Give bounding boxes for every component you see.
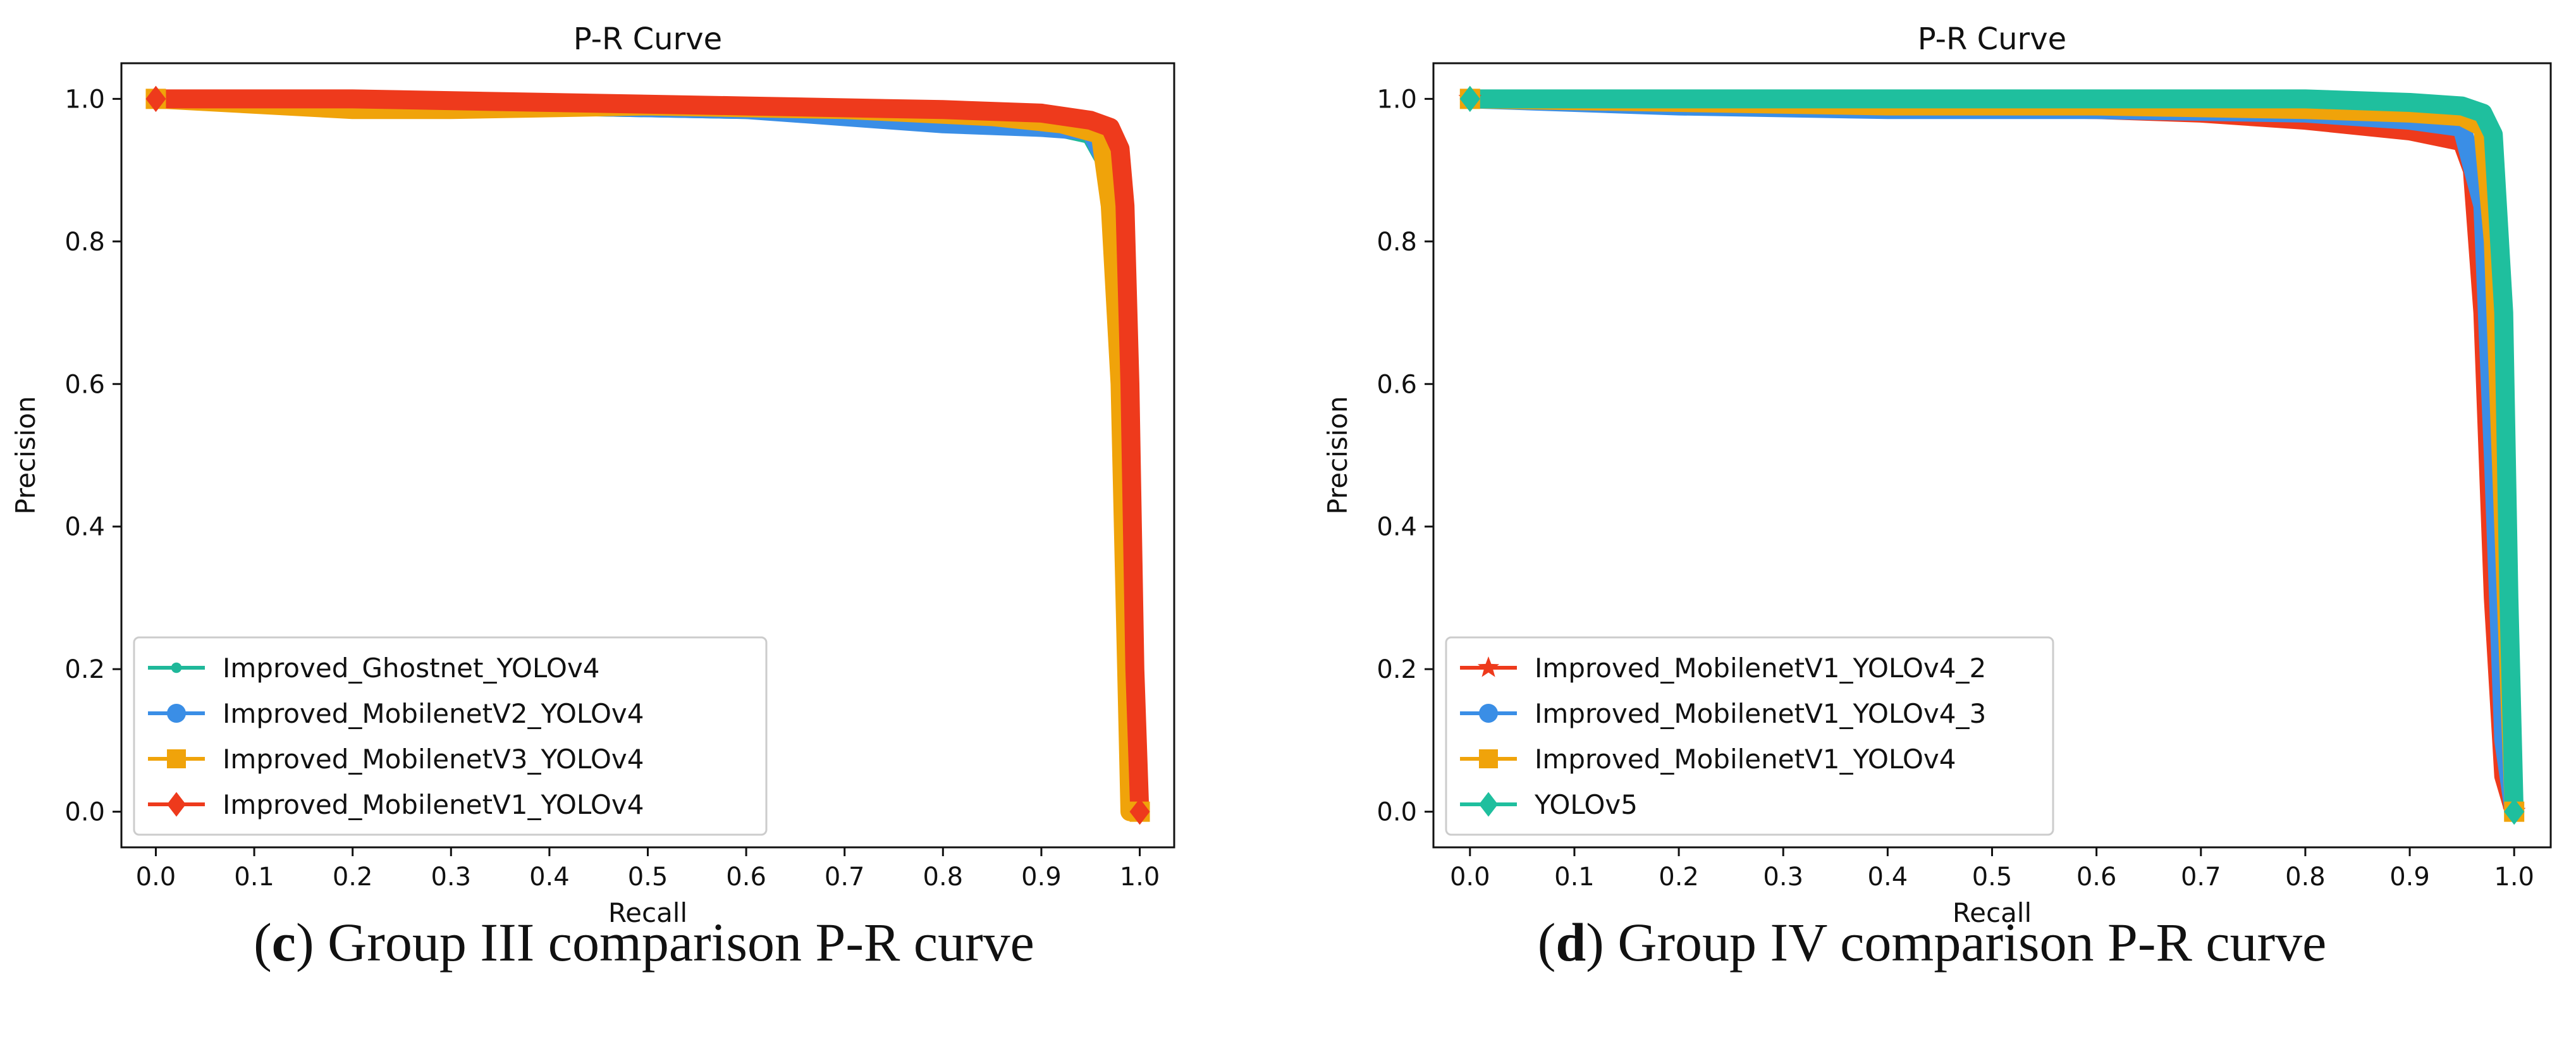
- y-tick-label: 1.0: [64, 85, 105, 114]
- y-tick-label: 0.6: [64, 370, 105, 399]
- x-axis-label: Recall: [608, 897, 687, 928]
- legend: Improved_Ghostnet_YOLOv4 Improved_Mobilen…: [133, 636, 768, 836]
- y-tick-label: 0.8: [64, 228, 105, 257]
- legend-label: Improved_Ghostnet_YOLOv4: [223, 653, 599, 684]
- x-tick-label: 0.5: [1972, 863, 2013, 892]
- caption-d: (d) Group IV comparison P-R curve: [1537, 912, 2327, 973]
- x-tick-label: 0.5: [628, 863, 668, 892]
- y-tick-label: 0.4: [1377, 513, 1417, 542]
- x-tick-label: 0.4: [1868, 863, 1908, 892]
- x-tick-label: 1.0: [1120, 863, 1160, 892]
- legend-item: Improved_MobilenetV1_YOLOv4_2: [1460, 653, 1986, 684]
- legend: Improved_MobilenetV1_YOLOv4_2 Improved_Mo…: [1445, 636, 2054, 836]
- x-tick-label: 0.8: [2285, 863, 2326, 892]
- legend-marker: [1479, 749, 1498, 768]
- legend-item: Improved_MobilenetV3_YOLOv4: [148, 744, 644, 775]
- x-tick-label: 0.0: [136, 863, 176, 892]
- x-tick-label: 1.0: [2494, 863, 2534, 892]
- series-start-marker-4: [145, 85, 166, 113]
- legend-item: Improved_Ghostnet_YOLOv4: [148, 653, 599, 684]
- x-tick-label: 0.2: [333, 863, 373, 892]
- legend-marker: [1477, 656, 1500, 677]
- legend-marker: [1479, 792, 1498, 817]
- legend-box: [1445, 636, 2054, 836]
- chart-title: P-R Curve: [1918, 21, 2066, 57]
- legend-item: YOLOv5: [1460, 789, 1638, 820]
- pr-chart-c: P-R Curve 0.0 0.1 0.2 0.3 0.4 0.5 0.6 0.7 0.8 0.9 1…: [10, 21, 1175, 928]
- series-line-4: [146, 89, 1150, 821]
- legend-marker: [167, 704, 186, 723]
- x-tick-label: 0.3: [431, 863, 471, 892]
- x-tick-label: 0.9: [1021, 863, 1062, 892]
- y-tick-label: 0.4: [64, 513, 105, 542]
- y-axis-label: Precision: [1322, 396, 1353, 514]
- caption-letter: d: [1555, 912, 1586, 973]
- caption-text: Group III comparison P-R curve: [314, 912, 1034, 973]
- x-tick-label: 0.2: [1659, 863, 1699, 892]
- x-tick-label: 0.4: [529, 863, 570, 892]
- legend-label: Improved_MobilenetV1_YOLOv4_2: [1535, 653, 1986, 684]
- caption-c: (c) Group III comparison P-R curve: [254, 912, 1034, 973]
- chart-panel-d: P-R Curve 0.0 0.1 0.2 0.3 0.4 0.5 0.6 0.7 0.8 0.9 1…: [1288, 0, 2576, 1044]
- y-tick-label: 0.2: [1377, 655, 1417, 684]
- legend-item: Improved_MobilenetV1_YOLOv4_3: [1460, 698, 1986, 729]
- legend-label: YOLOv5: [1534, 789, 1638, 820]
- x-tick-label: 0.1: [234, 863, 274, 892]
- legend-box: [133, 636, 768, 836]
- legend-label: Improved_MobilenetV1_YOLOv4: [223, 789, 644, 820]
- legend-label: Improved_MobilenetV1_YOLOv4: [1535, 744, 1956, 775]
- caption-text: Group IV comparison P-R curve: [1604, 912, 2327, 973]
- series-start-marker-4: [1459, 85, 1480, 113]
- x-tick-label: 0.0: [1450, 863, 1490, 892]
- series-group: [1458, 85, 2526, 825]
- caption-letter: c: [271, 912, 296, 973]
- x-tick-label: 0.7: [2181, 863, 2221, 892]
- legend-marker: [171, 662, 182, 673]
- legend-item: Improved_MobilenetV1_YOLOv4: [1460, 744, 1956, 775]
- legend-label: Improved_MobilenetV1_YOLOv4_3: [1535, 698, 1986, 729]
- series-end-marker-4: [1129, 798, 1150, 825]
- legend-label: Improved_MobilenetV2_YOLOv4: [223, 698, 644, 729]
- series-group: [145, 85, 1150, 825]
- series-end-marker-4: [2504, 798, 2525, 825]
- y-tick-label: 0.6: [1377, 370, 1417, 399]
- x-tick-label: 0.8: [923, 863, 964, 892]
- legend-item: Improved_MobilenetV2_YOLOv4: [148, 698, 644, 729]
- chart-panel-c: P-R Curve 0.0 0.1 0.2 0.3 0.4 0.5 0.6 0.7 0.8 0.9 1…: [10, 21, 1175, 973]
- y-tick-label: 0.8: [1377, 228, 1417, 257]
- y-tick-label: 0.2: [64, 655, 105, 684]
- series-line-4: [1460, 89, 2524, 821]
- y-tick-label: 1.0: [1377, 85, 1417, 114]
- y-tick-label: 0.0: [64, 798, 105, 827]
- y-tick-label: 0.0: [1377, 798, 1417, 827]
- x-tick-label: 0.1: [1554, 863, 1595, 892]
- chart-title: P-R Curve: [573, 21, 722, 57]
- pr-chart-d: P-R Curve 0.0 0.1 0.2 0.3 0.4 0.5 0.6 0.7 0.8 0.9 1…: [1322, 21, 2552, 928]
- y-axis-label: Precision: [10, 396, 41, 514]
- x-tick-label: 0.3: [1763, 863, 1803, 892]
- x-axis-label: Recall: [1953, 897, 2032, 928]
- x-tick-label: 0.7: [825, 863, 865, 892]
- x-tick-label: 0.9: [2389, 863, 2430, 892]
- legend-label: Improved_MobilenetV3_YOLOv4: [223, 744, 644, 775]
- legend-marker: [167, 749, 186, 768]
- legend-marker: [167, 792, 186, 817]
- legend-marker: [1479, 704, 1498, 723]
- x-tick-label: 0.6: [726, 863, 766, 892]
- x-tick-label: 0.6: [2076, 863, 2117, 892]
- legend-item: Improved_MobilenetV1_YOLOv4: [148, 789, 644, 820]
